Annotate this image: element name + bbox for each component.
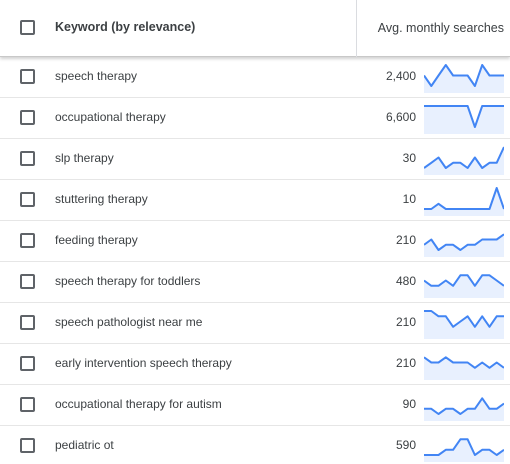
sparkline-line	[424, 64, 504, 87]
sparkline-line	[424, 438, 504, 456]
sparkline-area	[424, 311, 504, 339]
trend-sparkline[interactable]	[424, 349, 504, 380]
avg-monthly-searches-value: 6,600	[385, 110, 416, 124]
sparkline-line	[424, 146, 504, 169]
trend-sparkline[interactable]	[424, 267, 504, 298]
avg-monthly-searches-value: 210	[395, 315, 416, 329]
avg-monthly-searches-header[interactable]: Avg. monthly searches	[377, 21, 504, 35]
sparkline-area	[424, 106, 504, 134]
trend-sparkline[interactable]	[424, 185, 504, 216]
sparkline-line	[424, 233, 504, 251]
table-row: occupational therapy 6,600	[0, 98, 510, 139]
avg-monthly-searches-value: 2,400	[385, 69, 416, 83]
row-checkbox[interactable]	[20, 356, 35, 371]
table-row: pediatric ot 590	[0, 426, 510, 464]
table-row: feeding therapy 210	[0, 221, 510, 262]
avg-monthly-searches-value: 10	[402, 192, 416, 206]
avg-monthly-searches-value: 480	[395, 274, 416, 288]
table-row: occupational therapy for autism 90	[0, 385, 510, 426]
keyword-text: stuttering therapy	[55, 192, 148, 206]
sparkline-area	[424, 65, 504, 93]
table-row: early intervention speech therapy 210	[0, 344, 510, 385]
trend-sparkline[interactable]	[424, 431, 504, 462]
row-checkbox[interactable]	[20, 274, 35, 289]
row-checkbox[interactable]	[20, 69, 35, 84]
trend-sparkline[interactable]	[424, 103, 504, 134]
keyword-text: early intervention speech therapy	[55, 356, 232, 370]
row-checkbox[interactable]	[20, 315, 35, 330]
sparkline-area	[424, 275, 504, 298]
keyword-text: speech therapy	[55, 69, 138, 83]
keyword-text: occupational therapy	[55, 110, 166, 124]
keyword-text: pediatric ot	[55, 438, 114, 452]
row-checkbox[interactable]	[20, 151, 35, 166]
avg-monthly-searches-value: 30	[402, 151, 416, 165]
sparkline-area	[424, 357, 504, 380]
table-row: stuttering therapy 10	[0, 180, 510, 221]
trend-sparkline[interactable]	[424, 390, 504, 421]
sparkline-line	[424, 356, 504, 369]
table-row: speech pathologist near me 210	[0, 303, 510, 344]
column-divider	[356, 0, 357, 57]
table-header: Keyword (by relevance) Avg. monthly sear…	[0, 0, 510, 57]
keyword-text: feeding therapy	[55, 233, 138, 247]
row-checkbox[interactable]	[20, 110, 35, 125]
sparkline-line	[424, 105, 504, 128]
sparkline-area	[424, 398, 504, 421]
trend-sparkline[interactable]	[424, 226, 504, 257]
table-row: speech therapy 2,400	[0, 57, 510, 98]
avg-monthly-searches-value: 210	[395, 356, 416, 370]
sparkline-line	[424, 187, 504, 210]
keyword-column-header[interactable]: Keyword (by relevance)	[55, 20, 196, 34]
keyword-text: slp therapy	[55, 151, 114, 165]
sparkline-line	[424, 274, 504, 287]
sparkline-line	[424, 310, 504, 328]
avg-monthly-searches-value: 90	[402, 397, 416, 411]
row-checkbox[interactable]	[20, 192, 35, 207]
keyword-text: speech pathologist near me	[55, 315, 203, 329]
row-checkbox[interactable]	[20, 438, 35, 453]
trend-sparkline[interactable]	[424, 144, 504, 175]
sparkline-line	[424, 397, 504, 415]
row-checkbox[interactable]	[20, 233, 35, 248]
row-checkbox[interactable]	[20, 397, 35, 412]
keyword-text: occupational therapy for autism	[55, 397, 222, 411]
avg-monthly-searches-value: 210	[395, 233, 416, 247]
sparkline-area	[424, 439, 504, 462]
table-row: slp therapy 30	[0, 139, 510, 180]
trend-sparkline[interactable]	[424, 308, 504, 339]
select-all-checkbox[interactable]	[20, 20, 35, 35]
trend-sparkline[interactable]	[424, 62, 504, 93]
avg-monthly-searches-value: 590	[395, 438, 416, 452]
sparkline-area	[424, 147, 504, 175]
keyword-text: speech therapy for toddlers	[55, 274, 201, 288]
table-row: speech therapy for toddlers 480	[0, 262, 510, 303]
